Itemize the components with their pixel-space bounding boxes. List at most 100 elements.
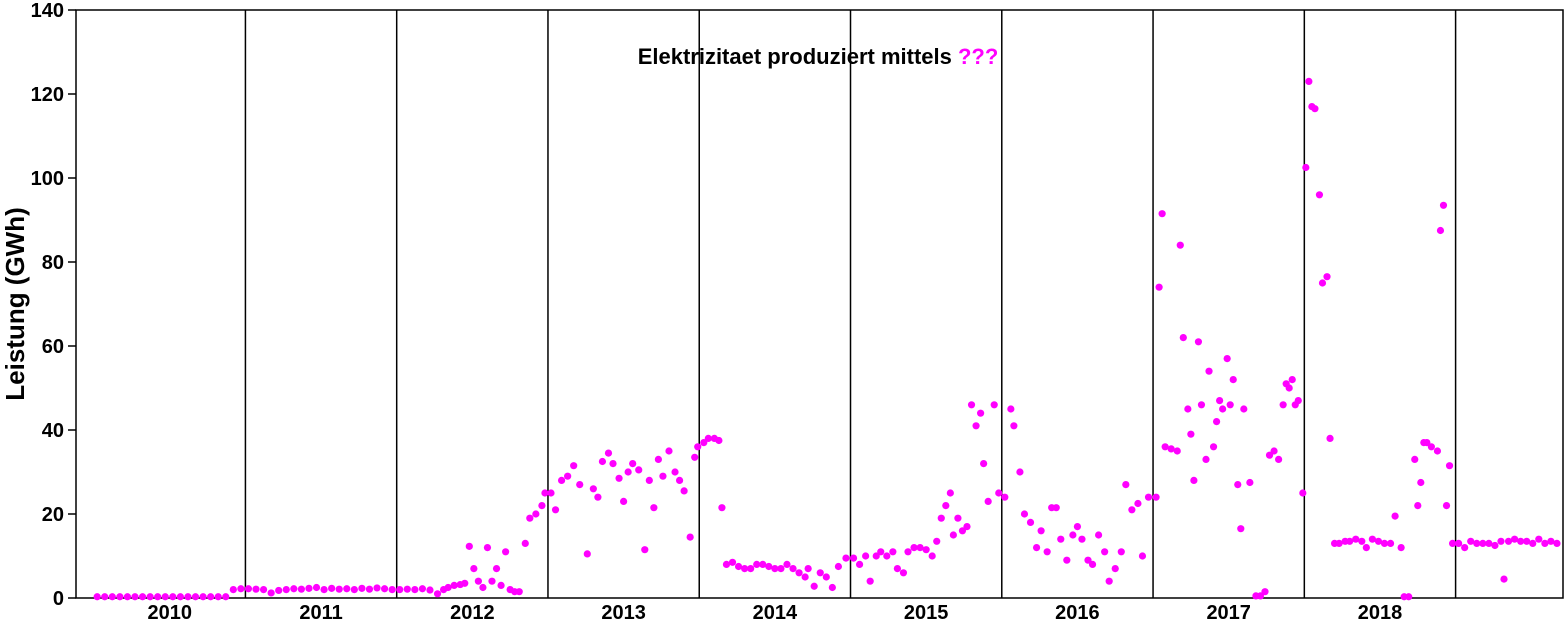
point [995,489,1003,497]
point [551,506,560,514]
point [1001,493,1009,501]
point [1433,447,1442,455]
point [108,593,116,601]
point [426,586,434,594]
point [937,514,945,522]
point [801,573,809,581]
point [671,468,679,476]
point [954,514,962,522]
point [1010,422,1018,430]
point [1523,537,1531,545]
point [297,585,305,593]
point [771,565,779,573]
point [267,589,275,597]
point [922,546,930,554]
point [1439,201,1448,209]
point [1105,577,1113,585]
point [1088,560,1097,569]
point [1517,537,1525,545]
point [1491,541,1499,550]
point [1020,510,1029,518]
point [557,476,566,484]
point [849,554,858,562]
point [866,577,874,585]
point [691,453,699,461]
point [1326,434,1334,442]
point [789,565,797,573]
point [1535,535,1543,543]
point [199,593,207,601]
point [1442,502,1451,510]
point [1205,367,1213,375]
point [722,560,731,569]
point [396,586,404,594]
point [1497,537,1505,545]
point [1318,279,1327,287]
point [893,565,902,573]
point [470,565,478,573]
point [488,577,496,585]
point [1547,537,1555,545]
point [244,585,253,593]
point [1094,531,1103,539]
point [594,493,602,501]
point [1216,397,1224,405]
point [990,401,998,409]
point [1368,535,1376,543]
point [365,585,374,593]
point [444,583,452,592]
point [131,593,139,601]
y-tick-label: 80 [42,252,64,274]
point [1197,401,1206,409]
x-tick-label: 2011 [299,602,342,622]
point [1504,537,1513,545]
point [1161,443,1169,451]
point [176,593,184,601]
point [804,565,812,573]
point [1237,525,1245,533]
point [1202,455,1210,463]
point [1311,105,1319,113]
plot-frame [75,9,1564,599]
point [146,593,154,601]
y-axis-label: Leistung (GWh) [0,207,30,401]
point [275,586,283,595]
point [1362,544,1370,552]
point [388,586,396,594]
point [538,502,546,510]
point [350,586,358,594]
point [928,552,936,560]
point [810,582,818,590]
point [1069,531,1077,539]
point [1461,544,1469,552]
point [728,558,737,566]
y-tick-label: 120 [31,84,64,106]
point [1265,451,1274,459]
point [1043,548,1051,556]
point [1445,462,1454,470]
point [963,523,971,531]
point [759,560,767,569]
point [492,565,501,573]
point [465,542,473,550]
point [700,439,708,447]
point [583,550,591,558]
y-tick-label: 140 [31,0,64,22]
point [635,466,643,474]
x-tick-label: 2013 [601,602,646,622]
point [1275,455,1283,463]
point [680,487,688,495]
point [184,593,192,601]
point [576,481,584,489]
point [1167,445,1175,453]
point [1246,478,1254,487]
point [589,485,597,493]
point [783,560,791,569]
x-tick-label: 2016 [1055,602,1100,622]
point [380,585,389,593]
point [123,593,132,601]
point [1190,476,1198,484]
point [214,593,222,601]
point [1423,439,1431,447]
point [526,514,534,522]
